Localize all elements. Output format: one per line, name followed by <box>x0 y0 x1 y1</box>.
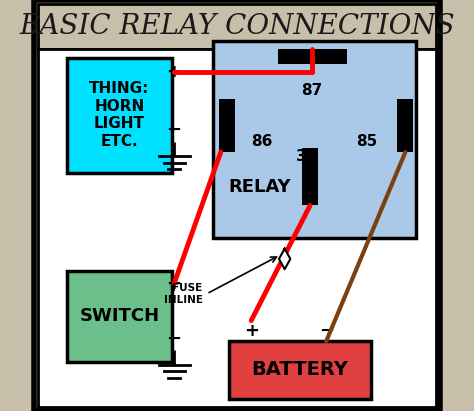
Text: BATTERY: BATTERY <box>251 360 348 379</box>
Text: BASIC RELAY CONNECTIONS: BASIC RELAY CONNECTIONS <box>19 13 455 40</box>
Text: FUSE
INLINE: FUSE INLINE <box>164 283 202 305</box>
Text: 87: 87 <box>301 83 323 98</box>
Text: +: + <box>167 275 182 293</box>
Bar <box>278 49 346 64</box>
Bar <box>38 4 436 49</box>
Bar <box>219 99 235 152</box>
Text: −: − <box>166 120 182 139</box>
Bar <box>302 148 318 206</box>
Text: SWITCH: SWITCH <box>79 307 159 326</box>
Text: −: − <box>166 330 182 348</box>
Text: RELAY: RELAY <box>228 178 291 196</box>
Bar <box>397 99 413 152</box>
Bar <box>229 341 371 399</box>
Text: 86: 86 <box>251 134 273 149</box>
Text: 85: 85 <box>356 134 377 149</box>
Bar <box>66 58 172 173</box>
Polygon shape <box>279 249 291 269</box>
Text: 30: 30 <box>296 149 317 164</box>
Text: +: + <box>244 322 259 340</box>
Bar <box>213 41 416 238</box>
Text: +: + <box>167 63 182 81</box>
Text: −: − <box>319 322 334 340</box>
Bar <box>66 271 172 362</box>
Text: THING:
HORN
LIGHT
ETC.: THING: HORN LIGHT ETC. <box>89 81 149 149</box>
Bar <box>38 49 436 407</box>
